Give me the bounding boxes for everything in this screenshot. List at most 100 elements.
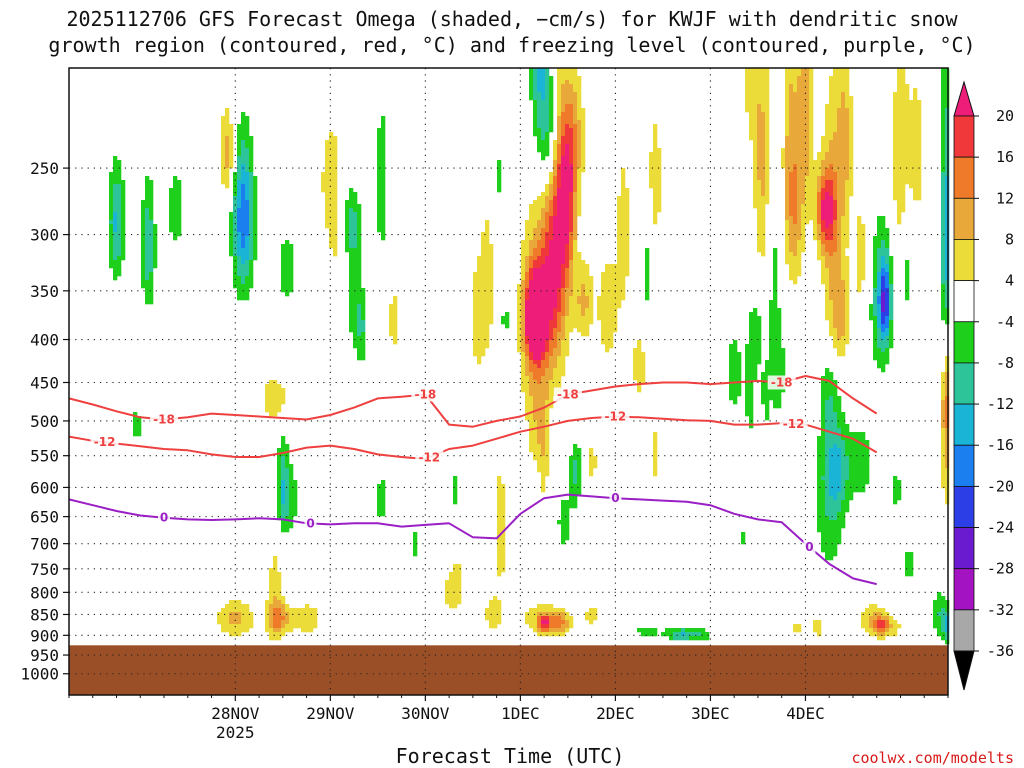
omega-cell [225, 168, 230, 173]
omega-cell [841, 116, 846, 121]
omega-cell [537, 420, 542, 425]
omega-cell [533, 320, 538, 325]
omega-cell [349, 228, 354, 233]
omega-cell [825, 416, 830, 421]
omega-cell [141, 232, 146, 237]
omega-cell [849, 96, 854, 101]
omega-cell [941, 396, 946, 401]
omega-cell [253, 252, 258, 257]
omega-cell [593, 460, 598, 465]
omega-cell [377, 160, 382, 165]
omega-cell [817, 224, 822, 229]
omega-cell [381, 500, 386, 505]
omega-cell [861, 464, 866, 469]
omega-cell [113, 232, 118, 237]
omega-cell [829, 476, 834, 481]
omega-cell [333, 252, 338, 257]
omega-cell [145, 300, 150, 305]
omega-cell [141, 200, 146, 205]
omega-cell [249, 192, 254, 197]
omega-cell [761, 392, 766, 397]
omega-cell [845, 432, 850, 437]
omega-cell [381, 140, 386, 145]
omega-cell [905, 292, 910, 297]
omega-cell [245, 260, 250, 265]
omega-cell [565, 140, 570, 145]
omega-cell [897, 168, 902, 173]
omega-cell [945, 252, 950, 257]
omega-cell [381, 176, 386, 181]
omega-cell [565, 332, 570, 337]
omega-cell [901, 160, 906, 165]
omega-cell [873, 264, 878, 269]
omega-cell [837, 228, 842, 233]
omega-cell [557, 192, 562, 197]
omega-cell [521, 312, 526, 317]
omega-cell [785, 228, 790, 233]
omega-cell [561, 184, 566, 189]
omega-cell [533, 300, 538, 305]
omega-cell [837, 468, 842, 473]
omega-cell [329, 160, 334, 165]
omega-cell [225, 116, 230, 121]
omega-cell [269, 388, 274, 393]
omega-cell [177, 220, 182, 225]
omega-cell [109, 252, 114, 257]
omega-cell [825, 556, 830, 561]
omega-cell [561, 148, 566, 153]
omega-cell [177, 184, 182, 189]
omega-cell [837, 244, 842, 249]
omega-cell [265, 396, 270, 401]
omega-cell [833, 268, 838, 273]
omega-cell [541, 472, 546, 477]
omega-cell [821, 156, 826, 161]
omega-cell [845, 164, 850, 169]
omega-cell [561, 296, 566, 301]
omega-cell [521, 288, 526, 293]
omega-cell [549, 376, 554, 381]
omega-cell [249, 196, 254, 201]
omega-cell [825, 540, 830, 545]
omega-cell [489, 316, 494, 321]
omega-cell [829, 532, 834, 537]
omega-cell [545, 144, 550, 149]
omega-cell [517, 324, 522, 329]
omega-cell [497, 552, 502, 557]
omega-cell [381, 484, 386, 489]
omega-cell [825, 104, 830, 109]
omega-cell [225, 112, 230, 117]
omega-cell [605, 272, 610, 277]
omega-cell [797, 240, 802, 245]
omega-cell [753, 164, 758, 169]
omega-cell [757, 332, 762, 337]
omega-cell [653, 196, 658, 201]
omega-cell [381, 124, 386, 129]
omega-cell [141, 272, 146, 277]
omega-cell [833, 104, 838, 109]
omega-cell [829, 328, 834, 333]
omega-cell [757, 68, 762, 73]
omega-cell [777, 312, 782, 317]
omega-cell [245, 204, 250, 209]
omega-cell [789, 252, 794, 257]
omega-cell [285, 528, 290, 533]
omega-cell [349, 292, 354, 297]
omega-cell [817, 204, 822, 209]
omega-cell [845, 428, 850, 433]
omega-cell [557, 88, 562, 93]
omega-cell [393, 340, 398, 345]
omega-cell [809, 164, 814, 169]
omega-cell [529, 392, 534, 397]
omega-cell [753, 200, 758, 205]
omega-cell [745, 84, 750, 89]
omega-cell [845, 304, 850, 309]
omega-cell [549, 288, 554, 293]
omega-cell [789, 272, 794, 277]
omega-cell [553, 324, 558, 329]
omega-cell [353, 240, 358, 245]
omega-cell [913, 140, 918, 145]
omega-cell [749, 424, 754, 429]
omega-cell [637, 348, 642, 353]
omega-cell [473, 320, 478, 325]
omega-cell [481, 304, 486, 309]
